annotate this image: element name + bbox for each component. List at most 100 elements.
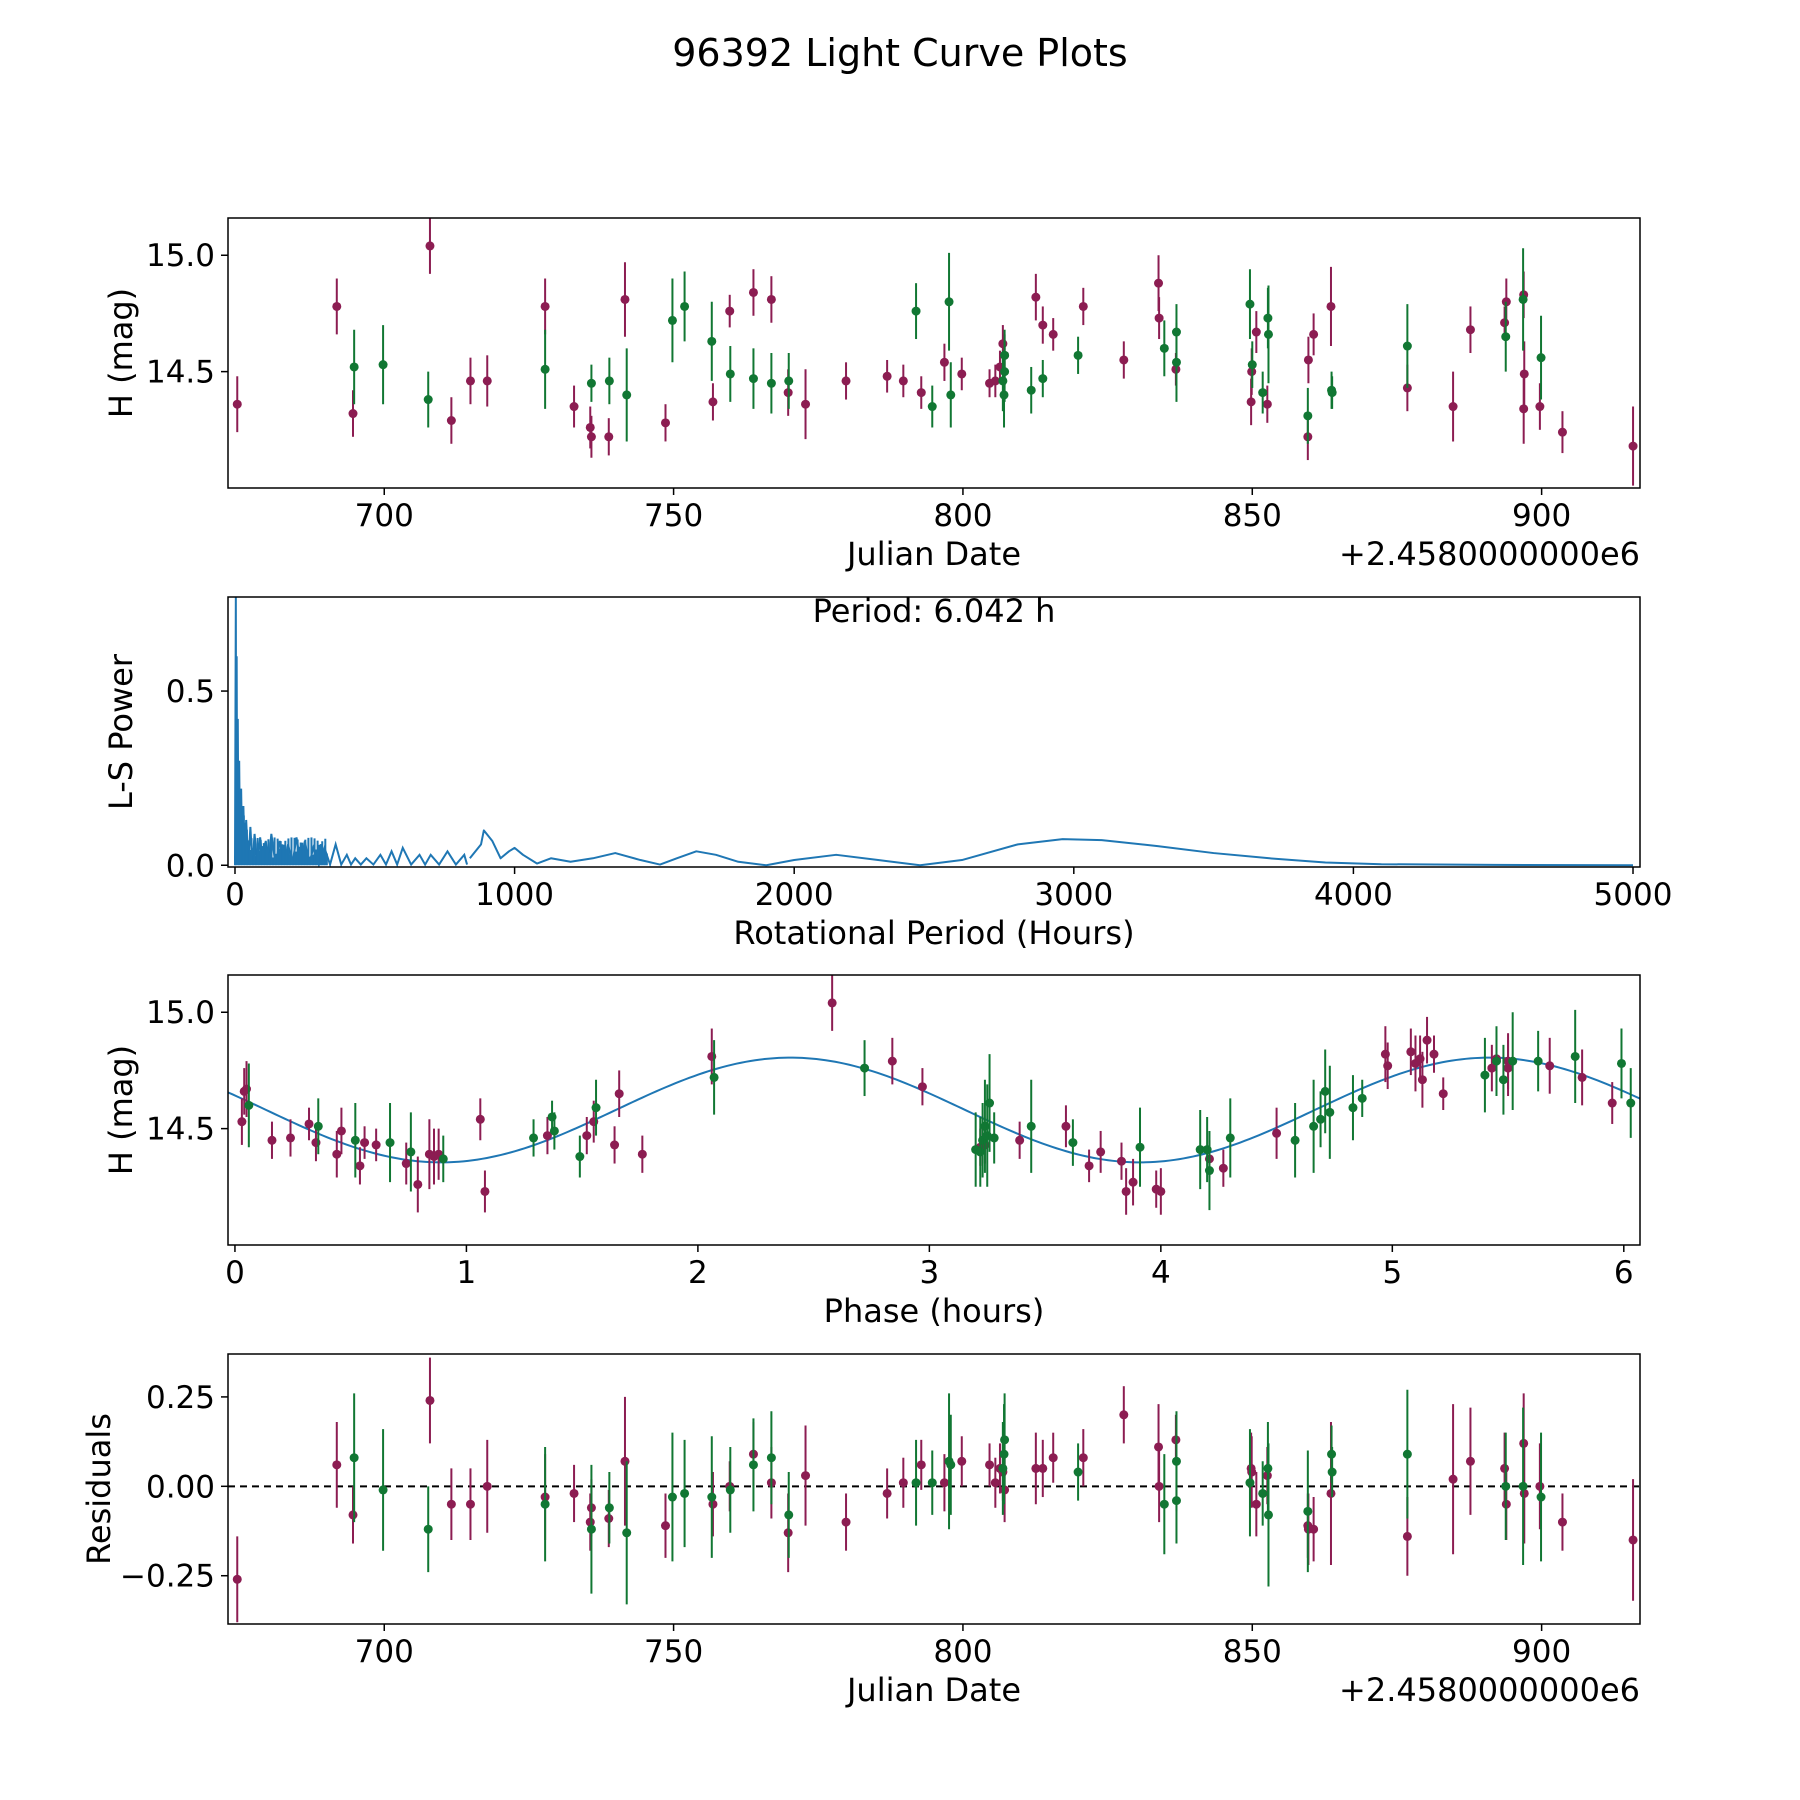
green-data-point <box>1303 1506 1313 1516</box>
magenta-data-point <box>1448 1474 1458 1484</box>
residuals-xtick-label: 750 <box>644 1634 703 1670</box>
green-data-point <box>1508 1056 1518 1066</box>
magenta-data-point <box>1519 1488 1529 1498</box>
green-data-point <box>1303 411 1313 421</box>
magenta-data-point <box>1119 355 1129 365</box>
magenta-data-point <box>569 1488 579 1498</box>
lightcurve-ylabel: H (mag) <box>102 288 140 418</box>
magenta-data-point <box>1084 1161 1094 1171</box>
green-data-point <box>1348 1103 1358 1113</box>
periodogram-xlabel: Rotational Period (Hours) <box>733 914 1134 952</box>
residuals-ytick-label: 0.25 <box>146 1380 215 1416</box>
green-data-point <box>1498 1075 1508 1085</box>
magenta-data-point <box>348 409 358 419</box>
magenta-data-point <box>1422 1035 1432 1045</box>
green-data-point <box>927 402 937 412</box>
residuals-x-offset-label: +2.4580000000e6 <box>1339 1671 1640 1709</box>
green-data-point <box>1616 1058 1626 1068</box>
magenta-data-point <box>1326 301 1336 311</box>
magenta-data-point <box>985 1460 995 1470</box>
green-data-point <box>946 390 956 400</box>
magenta-data-point <box>401 1159 411 1169</box>
magenta-data-point <box>898 376 908 386</box>
magenta-data-point <box>1500 1463 1510 1473</box>
magenta-data-point <box>1154 278 1164 288</box>
magenta-data-point <box>604 432 614 442</box>
green-data-point <box>766 1453 776 1463</box>
green-data-point <box>1327 1467 1337 1477</box>
green-data-point <box>1171 357 1181 367</box>
figure-title: 96392 Light Curve Plots <box>672 31 1127 75</box>
green-data-point <box>1626 1098 1636 1108</box>
magenta-data-point <box>1038 1463 1048 1473</box>
magenta-data-point <box>1154 313 1164 323</box>
green-data-point <box>423 1524 433 1534</box>
green-data-point <box>860 1063 870 1073</box>
green-data-point <box>707 336 717 346</box>
residuals-frame <box>227 1353 1641 1625</box>
green-data-point <box>1000 350 1010 360</box>
magenta-data-point <box>898 1478 908 1488</box>
magenta-data-point <box>1303 355 1313 365</box>
green-data-point <box>725 1485 735 1495</box>
residuals-panel: 700 750 800 850 900 −0.25 0.00 0.25 Julian Date R… <box>80 1353 1641 1709</box>
magenta-data-point <box>916 388 926 398</box>
magenta-data-point <box>882 371 892 381</box>
magenta-data-point <box>1031 292 1041 302</box>
magenta-data-point <box>446 1499 456 1509</box>
green-data-point <box>1159 1499 1169 1509</box>
residuals-xlabel: Julian Date <box>845 1671 1021 1709</box>
green-data-point <box>1171 327 1181 337</box>
magenta-data-point <box>1535 402 1545 412</box>
periodogram-frame <box>227 596 1641 868</box>
green-data-point <box>1245 299 1255 309</box>
magenta-data-point <box>1326 1488 1336 1498</box>
green-data-point <box>707 1492 717 1502</box>
magenta-data-point <box>1406 1047 1416 1057</box>
magenta-data-point <box>1417 1075 1427 1085</box>
green-data-point <box>1402 1449 1412 1459</box>
green-data-point <box>725 369 735 379</box>
magenta-data-point <box>475 1114 485 1124</box>
magenta-data-point <box>1078 1453 1088 1463</box>
magenta-data-point <box>660 1521 670 1531</box>
lightcurve-x-offset-label: +2.4580000000e6 <box>1339 535 1640 573</box>
magenta-data-point <box>1031 1463 1041 1473</box>
magenta-data-point <box>708 1499 718 1509</box>
phased-ytick-label: 14.5 <box>146 1112 215 1148</box>
phased-plot-area <box>228 975 1640 1215</box>
periodogram-panel: 0 1000 2000 3000 4000 5000 0.0 0.5 Rotational Pe… <box>102 592 1672 952</box>
magenta-data-point <box>542 1131 552 1141</box>
phased-xtick-label: 3 <box>920 1255 940 1291</box>
magenta-data-point <box>1438 1089 1448 1099</box>
green-data-point <box>591 1103 601 1113</box>
magenta-data-point <box>232 399 242 409</box>
magenta-data-point <box>939 357 949 367</box>
magenta-data-point <box>1309 329 1319 339</box>
green-data-point <box>1501 1481 1511 1491</box>
magenta-data-point <box>1154 1442 1164 1452</box>
magenta-data-point <box>1078 301 1088 311</box>
green-data-point <box>1258 1488 1268 1498</box>
green-data-point <box>1357 1093 1367 1103</box>
magenta-data-point <box>1038 320 1048 330</box>
green-data-point <box>1068 1138 1078 1148</box>
magenta-data-point <box>1116 1156 1126 1166</box>
residuals-xtick-label: 800 <box>933 1634 992 1670</box>
green-data-point <box>586 1524 596 1534</box>
model-curve <box>228 1056 1640 1164</box>
green-data-point <box>989 1133 999 1143</box>
periodogram-xtick-label: 5000 <box>1594 877 1673 913</box>
green-data-point <box>378 360 388 370</box>
periodogram-ylabel: L-S Power <box>102 653 140 810</box>
magenta-data-point <box>620 294 630 304</box>
magenta-data-point <box>1048 1453 1058 1463</box>
green-data-point <box>244 1100 254 1110</box>
magenta-data-point <box>336 1126 346 1136</box>
green-data-point <box>540 1499 550 1509</box>
green-data-point <box>1038 374 1048 384</box>
magenta-data-point <box>1246 397 1256 407</box>
magenta-data-point <box>1448 402 1458 412</box>
green-data-point <box>1480 1070 1490 1080</box>
magenta-data-point <box>827 998 837 1008</box>
